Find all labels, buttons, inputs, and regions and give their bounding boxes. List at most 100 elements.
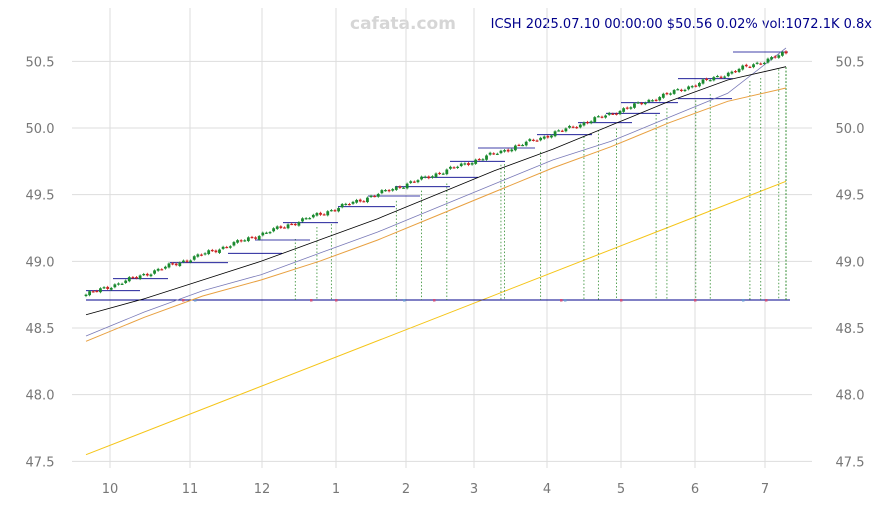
baseline-marker [765,299,768,302]
candle-body [708,80,712,82]
candle-body [127,277,131,282]
candle-body [748,66,752,68]
ticker-header: ICSH 2025.07.10 00:00:00 $50.56 0.02% vo… [490,17,872,32]
candle-body [171,263,174,265]
x-tick-label: 1 [332,482,340,497]
candle-body [402,187,405,189]
candle-body [315,213,319,216]
candle-body [589,121,593,124]
candle-body [463,163,467,165]
candle-body [232,242,236,246]
x-tick-label: 10 [102,482,119,497]
candle-body [304,218,308,220]
candle-body [445,169,449,175]
candle-body [701,79,705,84]
y-tick-label-right: 48.5 [836,322,865,337]
candle-body [506,149,510,152]
candle-body [340,204,344,208]
candle-body [333,210,337,212]
candle-body [560,130,564,132]
candle-body [236,240,239,243]
candle-body [694,85,698,87]
candle-body [117,283,120,285]
candle-body [477,159,481,161]
candle-body [218,249,221,253]
candle-body [366,197,369,203]
baseline-marker [564,299,567,302]
candle-body [319,212,322,215]
baseline-marker [694,299,697,302]
candle-body [600,116,604,118]
candle-body [138,275,142,279]
candle-body [539,137,543,141]
candle-body [607,112,611,115]
candle-body [744,64,748,67]
candle-body [449,166,452,169]
y-tick-label-right: 49.0 [836,255,865,270]
candle-body [752,64,755,68]
candle-body [153,270,156,274]
candle-body [586,121,589,124]
trend-line [85,180,787,456]
y-tick-label-right: 50.0 [836,122,865,137]
candle-body [293,223,297,226]
candle-body [571,126,575,128]
candle-body [228,246,232,248]
x-tick-label: 3 [470,482,478,497]
ma-black-line [85,66,787,316]
candle-body [409,181,413,183]
candle-body [135,277,138,279]
candle-body [308,218,312,220]
candle-body [348,203,351,206]
candle-body [604,115,607,118]
candle-body [109,287,113,290]
baseline-marker [620,299,623,302]
y-tick-label-left: 49.5 [26,189,55,204]
candle-body [528,139,532,141]
candle-body [568,125,571,128]
candle-body [521,144,524,147]
candle-body [221,246,225,249]
candle-body [95,290,99,293]
baseline-marker [560,299,563,302]
y-tick-label-left: 49.0 [26,255,55,270]
candle-body [329,210,333,212]
candle-body [524,141,528,146]
candle-body [207,250,211,255]
candle-body [384,190,387,192]
candle-body [362,201,366,203]
candle-body [167,263,171,268]
candle-body [726,72,730,77]
candle-body [456,166,460,168]
y-tick-label-left: 48.5 [26,322,55,337]
candle-body [665,93,669,95]
candle-body [344,203,348,206]
candle-body [661,93,665,98]
candle-body [488,152,492,155]
y-tick-label-right: 47.5 [836,455,865,470]
candle-body [243,240,247,242]
candle-body [737,68,741,72]
candle-body [391,189,395,191]
candle-body [698,82,701,87]
candle-body [550,135,553,138]
candle-body [683,89,687,92]
candle-body [441,173,445,175]
baseline-marker [742,299,745,302]
candle-body [225,246,229,249]
candle-body [84,294,88,296]
candle-body [196,254,200,257]
candle-body [766,58,770,63]
candle-body [178,262,182,267]
candle-body [773,56,777,58]
candle-body [553,131,557,137]
y-tick-label-right: 48.0 [836,389,865,404]
baseline-marker [403,299,406,302]
candle-body [373,195,377,198]
x-tick-label: 7 [761,482,769,497]
baseline-marker [182,299,185,302]
candle-body [470,163,474,165]
x-tick-label: 2 [402,482,410,497]
candle-body [99,288,102,293]
candle-body [636,102,640,104]
